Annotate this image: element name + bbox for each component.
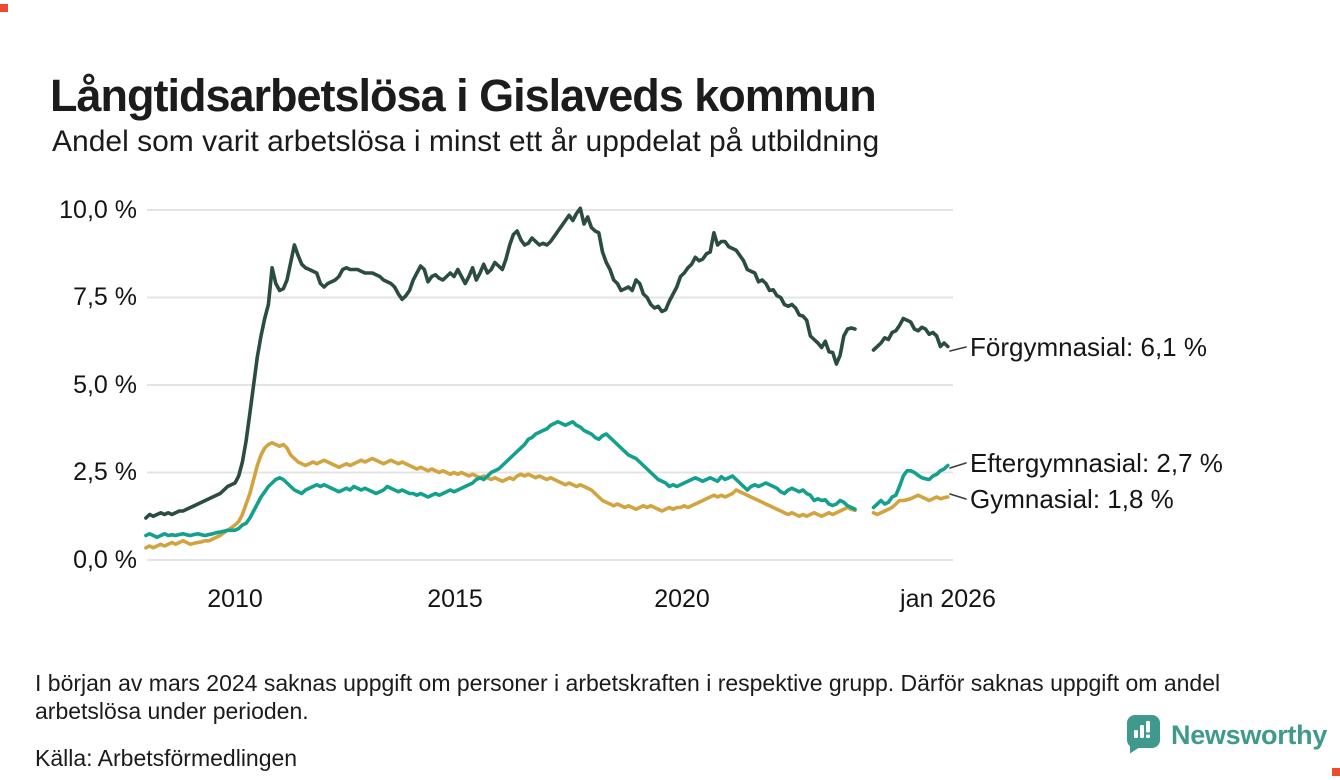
chart-gridlines — [147, 209, 953, 561]
chart-series-lines — [144, 206, 950, 550]
series-end-label-eftergymnasial: Eftergymnasial: 2,7 % — [970, 448, 1223, 478]
newsworthy-logo-text: Newsworthy — [1171, 719, 1328, 750]
x-axis-tick: 2010 — [207, 585, 263, 613]
newsworthy-pin-icon — [1127, 715, 1160, 754]
series-line-eftergymnasial — [144, 419, 857, 540]
y-axis-tick: 10,0 % — [59, 196, 137, 224]
series-end-label-forgymnasial: Förgymnasial: 6,1 % — [970, 332, 1207, 362]
footnote: I början av mars 2024 saknas uppgift om … — [35, 670, 1221, 724]
page-title: Långtidsarbetslösa i Gislaveds kommun — [50, 70, 877, 122]
x-axis-tick: 2020 — [654, 585, 710, 613]
y-axis-tick: 2,5 % — [73, 458, 137, 486]
x-axis-tick: jan 2026 — [900, 585, 996, 613]
series-end-label-gymnasial: Gymnasial: 1,8 % — [970, 484, 1174, 514]
label-connectors — [949, 346, 967, 500]
page-subtitle: Andel som varit arbetslösa i minst ett å… — [52, 125, 880, 158]
label-connector — [949, 493, 967, 500]
y-axis-tick: 5,0 % — [73, 371, 137, 399]
series-line-förgymnasial — [871, 316, 950, 352]
y-axis-tick: 0,0 % — [73, 546, 137, 574]
x-axis-tick: 2015 — [427, 585, 483, 613]
label-connector — [949, 346, 967, 352]
series-line-gymnasial — [871, 493, 950, 517]
corner-marker — [1332, 768, 1340, 776]
source-attribution: Källa: Arbetsförmedlingen — [35, 745, 298, 771]
series-line-förgymnasial — [144, 206, 857, 520]
y-axis-tick: 7,5 % — [73, 283, 137, 311]
newsworthy-logo: Newsworthy — [1126, 714, 1327, 755]
series-line-gymnasial — [144, 440, 857, 550]
corner-marker — [0, 4, 8, 12]
series-line-eftergymnasial — [871, 463, 950, 510]
label-connector — [949, 462, 967, 469]
